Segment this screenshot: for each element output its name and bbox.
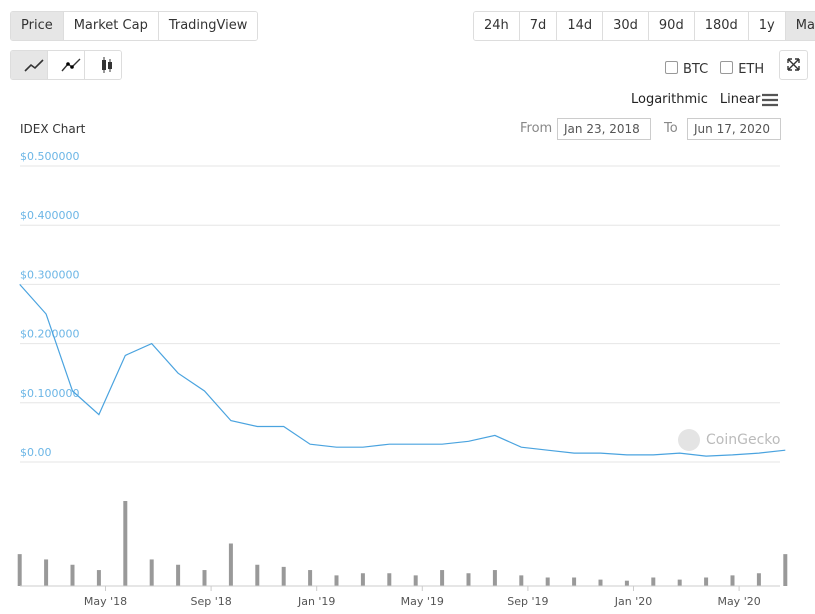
x-tick-label: Jan '19 bbox=[297, 595, 335, 608]
compare-option[interactable]: ETH bbox=[720, 61, 764, 77]
volume-bar bbox=[783, 554, 788, 586]
volume-bar bbox=[387, 573, 392, 586]
icon bbox=[61, 58, 81, 72]
volume-bar bbox=[96, 570, 101, 586]
range-button[interactable]: 90d bbox=[648, 12, 695, 40]
scale-option[interactable]: Logarithmic bbox=[631, 92, 708, 107]
y-tick-label: $0.00 bbox=[20, 446, 52, 459]
from-input[interactable]: Jan 23, 2018 bbox=[557, 118, 651, 140]
compare-group: BTC ETH bbox=[665, 61, 776, 77]
candle-type-button[interactable] bbox=[85, 51, 121, 79]
volume-bar bbox=[413, 575, 418, 586]
watermark: CoinGecko bbox=[706, 432, 780, 448]
price-line bbox=[19, 284, 786, 457]
volume-bar bbox=[334, 575, 339, 586]
volume-bar bbox=[44, 559, 49, 586]
to-input[interactable]: Jun 17, 2020 bbox=[687, 118, 781, 140]
volume-bar bbox=[70, 564, 75, 586]
volume-bar bbox=[176, 564, 181, 586]
volume-bar bbox=[281, 566, 286, 586]
volume-bar bbox=[572, 577, 577, 586]
x-tick-label: May '19 bbox=[401, 595, 444, 608]
volume-bar bbox=[308, 570, 313, 586]
to-label: To bbox=[664, 121, 678, 136]
range-button[interactable]: 7d bbox=[519, 12, 558, 40]
volume-bar bbox=[440, 570, 445, 586]
range-button[interactable]: 30d bbox=[603, 12, 649, 40]
x-tick-label: May '18 bbox=[84, 595, 127, 608]
icon bbox=[787, 58, 800, 71]
volume-bar bbox=[624, 580, 629, 586]
y-tick-label: $0.500000 bbox=[20, 150, 80, 163]
tab[interactable]: Price bbox=[11, 12, 64, 40]
range-button[interactable]: Max bbox=[785, 12, 815, 40]
range-button[interactable]: 1y bbox=[748, 12, 786, 40]
volume-bar bbox=[756, 573, 761, 586]
volume-bar bbox=[466, 573, 471, 586]
y-tick-label: $0.400000 bbox=[20, 209, 80, 222]
y-tick-label: $0.200000 bbox=[20, 328, 80, 341]
chart-type-group bbox=[10, 50, 122, 80]
watermark-logo bbox=[678, 429, 700, 451]
compare-option[interactable]: BTC bbox=[665, 61, 708, 77]
volume-bar bbox=[123, 501, 128, 586]
icon bbox=[24, 59, 44, 72]
range-button[interactable]: 24h bbox=[474, 12, 520, 40]
volume-bar bbox=[545, 577, 550, 586]
volume-bar bbox=[492, 570, 497, 586]
checkbox[interactable] bbox=[665, 61, 678, 74]
checkbox-label: BTC bbox=[683, 62, 709, 77]
area-type-button[interactable] bbox=[48, 51, 85, 79]
volume-bar bbox=[360, 573, 365, 586]
tab[interactable]: TradingView bbox=[158, 12, 258, 40]
volume-bar bbox=[17, 554, 22, 586]
volume-bar bbox=[704, 577, 709, 586]
x-tick-label: Jan '20 bbox=[614, 595, 652, 608]
x-tick-label: Sep '19 bbox=[507, 595, 548, 608]
x-tick-label: Sep '18 bbox=[190, 595, 231, 608]
range-button[interactable]: 180d bbox=[694, 12, 749, 40]
range-button[interactable]: 14d bbox=[557, 12, 604, 40]
scale-option[interactable]: Linear bbox=[719, 92, 761, 107]
line-type-button[interactable] bbox=[11, 51, 48, 79]
volume-bar bbox=[677, 579, 682, 586]
x-tick-label: May '20 bbox=[717, 595, 760, 608]
volume-bar bbox=[519, 575, 524, 586]
menu-icon[interactable] bbox=[761, 92, 781, 108]
volume-bar bbox=[255, 564, 260, 586]
tab[interactable]: Market Cap bbox=[63, 12, 159, 40]
y-tick-label: $0.100000 bbox=[20, 387, 80, 400]
checkbox[interactable] bbox=[720, 61, 734, 74]
y-tick-label: $0.300000 bbox=[20, 268, 80, 281]
expand-button[interactable] bbox=[779, 50, 808, 80]
volume-bar bbox=[651, 577, 656, 586]
checkbox-label: ETH bbox=[738, 62, 765, 77]
tab-group: Price Market Cap TradingView bbox=[10, 11, 259, 41]
volume-bar bbox=[202, 570, 207, 586]
icon bbox=[102, 57, 112, 73]
volume-bar bbox=[730, 575, 735, 586]
volume-bar bbox=[598, 579, 603, 586]
range-group: 24h7d14d30d90d180d1yMax bbox=[473, 11, 815, 41]
volume-bar bbox=[228, 543, 233, 586]
chart-title: IDEX Chart bbox=[20, 122, 86, 136]
from-label: From bbox=[520, 121, 553, 136]
volume-bar bbox=[149, 559, 154, 586]
scale-group: Logarithmic Linear bbox=[631, 92, 772, 107]
